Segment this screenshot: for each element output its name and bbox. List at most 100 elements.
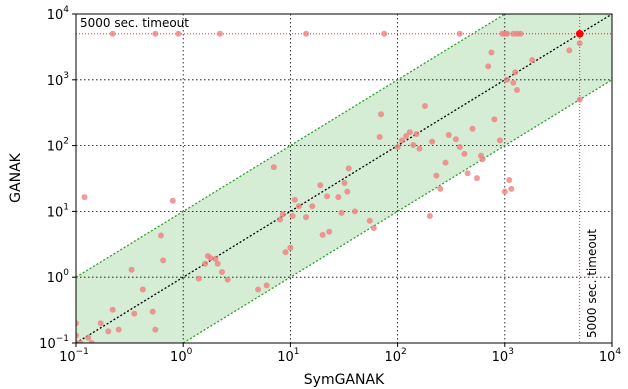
data-point — [207, 255, 214, 262]
data-point — [512, 69, 519, 76]
x-tick-label: 101 — [277, 347, 299, 365]
data-point — [469, 125, 476, 132]
y-tick-label: 100 — [47, 268, 70, 286]
data-point — [81, 194, 88, 201]
y-axis-title: GANAK — [8, 152, 24, 202]
data-point — [76, 320, 79, 327]
plot-area — [76, 14, 612, 343]
data-point — [195, 275, 202, 282]
data-point — [152, 326, 159, 333]
data-point — [214, 260, 221, 267]
data-point — [456, 30, 463, 37]
data-point — [403, 132, 410, 139]
data-point — [452, 136, 459, 143]
data-point — [97, 320, 104, 327]
highlight-point — [575, 30, 584, 38]
data-point — [479, 156, 486, 163]
data-point — [338, 209, 345, 216]
data-point — [488, 49, 495, 56]
data-point — [445, 131, 452, 138]
data-point — [335, 194, 342, 201]
data-point — [212, 255, 219, 262]
plot-frame — [75, 13, 613, 344]
data-point — [169, 197, 176, 204]
data-point — [152, 30, 159, 37]
data-point — [324, 193, 331, 200]
data-point — [202, 260, 209, 267]
data-point — [514, 86, 521, 93]
data-point — [508, 185, 515, 192]
data-point — [504, 76, 511, 83]
data-point — [224, 276, 231, 283]
data-point — [506, 177, 513, 184]
data-point — [485, 63, 492, 70]
data-point — [351, 208, 358, 215]
data-point — [576, 40, 583, 47]
data-point — [287, 244, 294, 251]
data-point — [175, 30, 182, 37]
data-point — [376, 134, 383, 141]
x-axis-ticks: 10−1 100 101 102 103 104 — [59, 343, 621, 365]
x-tick-label: 102 — [384, 347, 406, 365]
data-point — [442, 159, 449, 166]
diagonal-line — [76, 14, 612, 343]
data-point — [504, 30, 511, 37]
data-points — [76, 30, 584, 343]
data-point — [131, 310, 138, 317]
x-tick-label: 104 — [599, 347, 622, 365]
data-point — [413, 131, 420, 138]
data-point — [139, 286, 146, 293]
data-point — [279, 211, 286, 218]
data-point — [566, 47, 573, 54]
data-point — [344, 188, 351, 195]
data-point — [326, 228, 333, 235]
data-point — [514, 30, 521, 37]
data-point — [282, 249, 289, 256]
data-point — [88, 340, 95, 343]
data-point — [461, 150, 468, 157]
x-tick-label: 10−1 — [59, 347, 89, 365]
data-point — [160, 257, 167, 264]
data-point — [263, 282, 270, 289]
data-point — [218, 268, 225, 275]
data-point — [128, 266, 135, 273]
y-tick-label: 10−1 — [39, 334, 69, 352]
y-tick-label: 104 — [47, 5, 70, 23]
y-tick-label: 101 — [47, 202, 69, 220]
data-point — [529, 56, 536, 63]
data-point — [255, 286, 262, 293]
data-point — [576, 96, 583, 103]
y-tick-label: 102 — [47, 137, 69, 155]
data-point — [341, 180, 348, 187]
data-point — [277, 216, 284, 223]
data-point — [309, 203, 316, 210]
x-tick-label: 103 — [492, 347, 514, 365]
data-point — [109, 30, 116, 37]
data-point — [295, 203, 302, 210]
data-point — [456, 144, 463, 151]
data-point — [394, 144, 401, 151]
data-point — [399, 137, 406, 144]
data-point — [149, 308, 156, 315]
data-point — [510, 79, 517, 86]
data-point — [319, 231, 326, 238]
data-point — [317, 182, 324, 189]
data-point — [433, 172, 440, 179]
data-point — [410, 142, 417, 149]
data-point — [501, 188, 508, 195]
data-point — [429, 138, 436, 145]
data-point — [109, 306, 116, 313]
data-point — [377, 111, 384, 118]
data-point — [406, 129, 413, 136]
data-point — [345, 165, 352, 172]
x-tick-label: 100 — [170, 347, 193, 365]
x-axis-title: SymGANAK — [304, 372, 385, 388]
data-point — [85, 334, 92, 341]
data-point — [303, 214, 310, 221]
data-point — [496, 137, 503, 144]
y-axis-ticks: 10−1 100 101 102 103 104 — [39, 5, 76, 352]
data-point — [366, 217, 373, 224]
timeout-label-vertical: 5000 sec. timeout — [585, 229, 599, 338]
y-tick-label: 103 — [47, 71, 69, 89]
